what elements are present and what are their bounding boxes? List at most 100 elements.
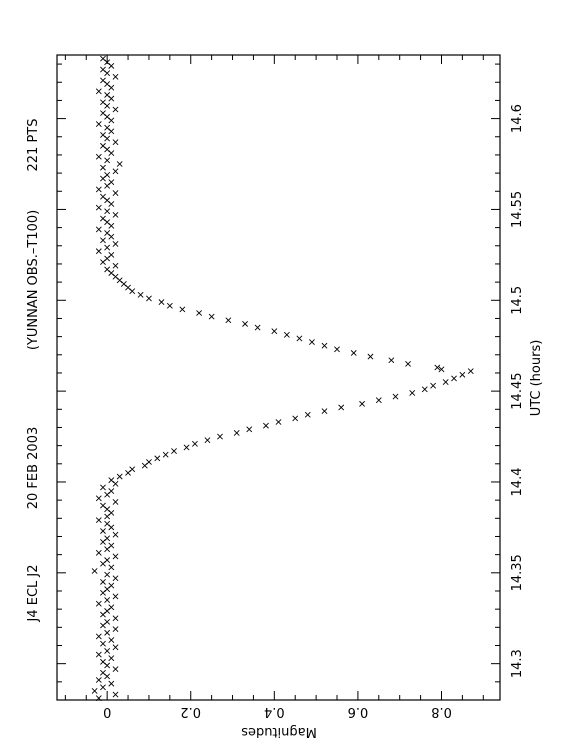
data-point bbox=[112, 168, 119, 175]
data-point bbox=[112, 73, 119, 80]
data-point bbox=[233, 429, 240, 436]
data-point bbox=[430, 382, 437, 389]
data-point bbox=[108, 251, 115, 258]
data-point bbox=[104, 208, 111, 215]
data-point bbox=[95, 88, 102, 95]
data-point bbox=[338, 404, 345, 411]
data-point bbox=[321, 342, 328, 349]
data-point bbox=[321, 408, 328, 415]
data-point bbox=[254, 324, 261, 331]
data-point bbox=[375, 397, 382, 404]
header-object: J4 ECL J2 bbox=[26, 564, 41, 622]
data-point bbox=[100, 684, 106, 691]
data-point bbox=[108, 542, 115, 549]
data-point bbox=[409, 390, 416, 396]
x-tick-labels: 14.3 14.35 14.4 14.45 14.5 14.55 14.6 bbox=[510, 104, 525, 678]
data-point bbox=[100, 55, 106, 62]
data-point bbox=[196, 310, 203, 316]
data-point bbox=[112, 666, 119, 673]
data-point bbox=[388, 357, 395, 364]
data-point bbox=[108, 637, 115, 643]
data-point bbox=[304, 411, 311, 418]
data-point bbox=[275, 419, 282, 425]
data-point bbox=[104, 597, 111, 603]
data-point bbox=[292, 415, 299, 422]
data-point bbox=[296, 335, 303, 342]
data-point bbox=[129, 466, 136, 473]
data-points bbox=[91, 55, 474, 702]
data-point bbox=[158, 299, 165, 306]
data-point bbox=[104, 648, 111, 654]
data-point bbox=[100, 164, 106, 171]
data-point bbox=[108, 582, 115, 589]
data-point bbox=[95, 121, 102, 127]
data-point bbox=[95, 633, 102, 640]
data-point bbox=[283, 331, 290, 338]
data-point bbox=[112, 553, 119, 560]
data-point bbox=[217, 433, 223, 440]
data-point bbox=[104, 171, 111, 178]
x-tick-label: 14.45 bbox=[510, 372, 525, 409]
data-point bbox=[179, 306, 186, 313]
data-point bbox=[108, 179, 115, 186]
data-point bbox=[95, 695, 102, 702]
data-point bbox=[104, 535, 111, 542]
data-point bbox=[421, 386, 428, 393]
data-point bbox=[112, 593, 119, 600]
y-axis-label: Magnitudes bbox=[241, 724, 317, 739]
data-point bbox=[95, 651, 102, 658]
data-point bbox=[162, 451, 169, 458]
y-tick-label: 0.4 bbox=[264, 704, 285, 719]
data-point bbox=[95, 677, 102, 683]
data-point bbox=[104, 244, 111, 251]
x-tick-label: 14.55 bbox=[510, 191, 525, 228]
data-point bbox=[208, 313, 215, 320]
header-observatory: (YUNNAN OBS.–T100) bbox=[26, 210, 41, 350]
data-point bbox=[191, 440, 198, 447]
data-point bbox=[95, 204, 102, 211]
data-point bbox=[100, 215, 106, 222]
data-point bbox=[104, 266, 111, 273]
data-point bbox=[112, 691, 119, 698]
data-point bbox=[451, 375, 457, 382]
data-point bbox=[95, 226, 102, 233]
data-point bbox=[263, 422, 269, 429]
data-point bbox=[100, 578, 106, 585]
header-date: 20 FEB 2003 bbox=[26, 427, 41, 510]
data-point bbox=[95, 248, 102, 255]
data-point bbox=[405, 360, 411, 367]
data-point bbox=[104, 571, 111, 578]
data-point bbox=[100, 640, 106, 647]
data-point bbox=[100, 237, 106, 244]
data-point bbox=[95, 517, 102, 524]
data-point bbox=[309, 339, 315, 345]
data-point bbox=[116, 161, 123, 167]
y-tick-label: 0.2 bbox=[180, 704, 201, 719]
data-point bbox=[204, 437, 211, 444]
x-tick-label: 14.3 bbox=[510, 649, 525, 678]
x-axis-label: UTC (hours) bbox=[529, 340, 544, 417]
data-point bbox=[225, 317, 232, 324]
data-point bbox=[112, 531, 119, 538]
data-point bbox=[95, 153, 102, 160]
y-tick-label: 0 bbox=[103, 704, 111, 719]
data-point bbox=[334, 346, 340, 353]
x-tick-label: 14.6 bbox=[510, 104, 525, 133]
data-point bbox=[104, 157, 111, 164]
data-point bbox=[112, 575, 119, 582]
data-point bbox=[91, 568, 98, 574]
plot-frame bbox=[56, 54, 501, 701]
data-point bbox=[108, 655, 115, 662]
data-point bbox=[100, 193, 106, 200]
data-point bbox=[95, 186, 102, 193]
data-point bbox=[100, 658, 106, 665]
data-point bbox=[95, 549, 102, 556]
data-point bbox=[359, 400, 366, 407]
data-point bbox=[100, 99, 106, 106]
data-point bbox=[100, 66, 106, 73]
data-point bbox=[112, 644, 119, 651]
data-point bbox=[112, 499, 119, 505]
data-point bbox=[438, 366, 445, 373]
data-point bbox=[100, 77, 106, 84]
